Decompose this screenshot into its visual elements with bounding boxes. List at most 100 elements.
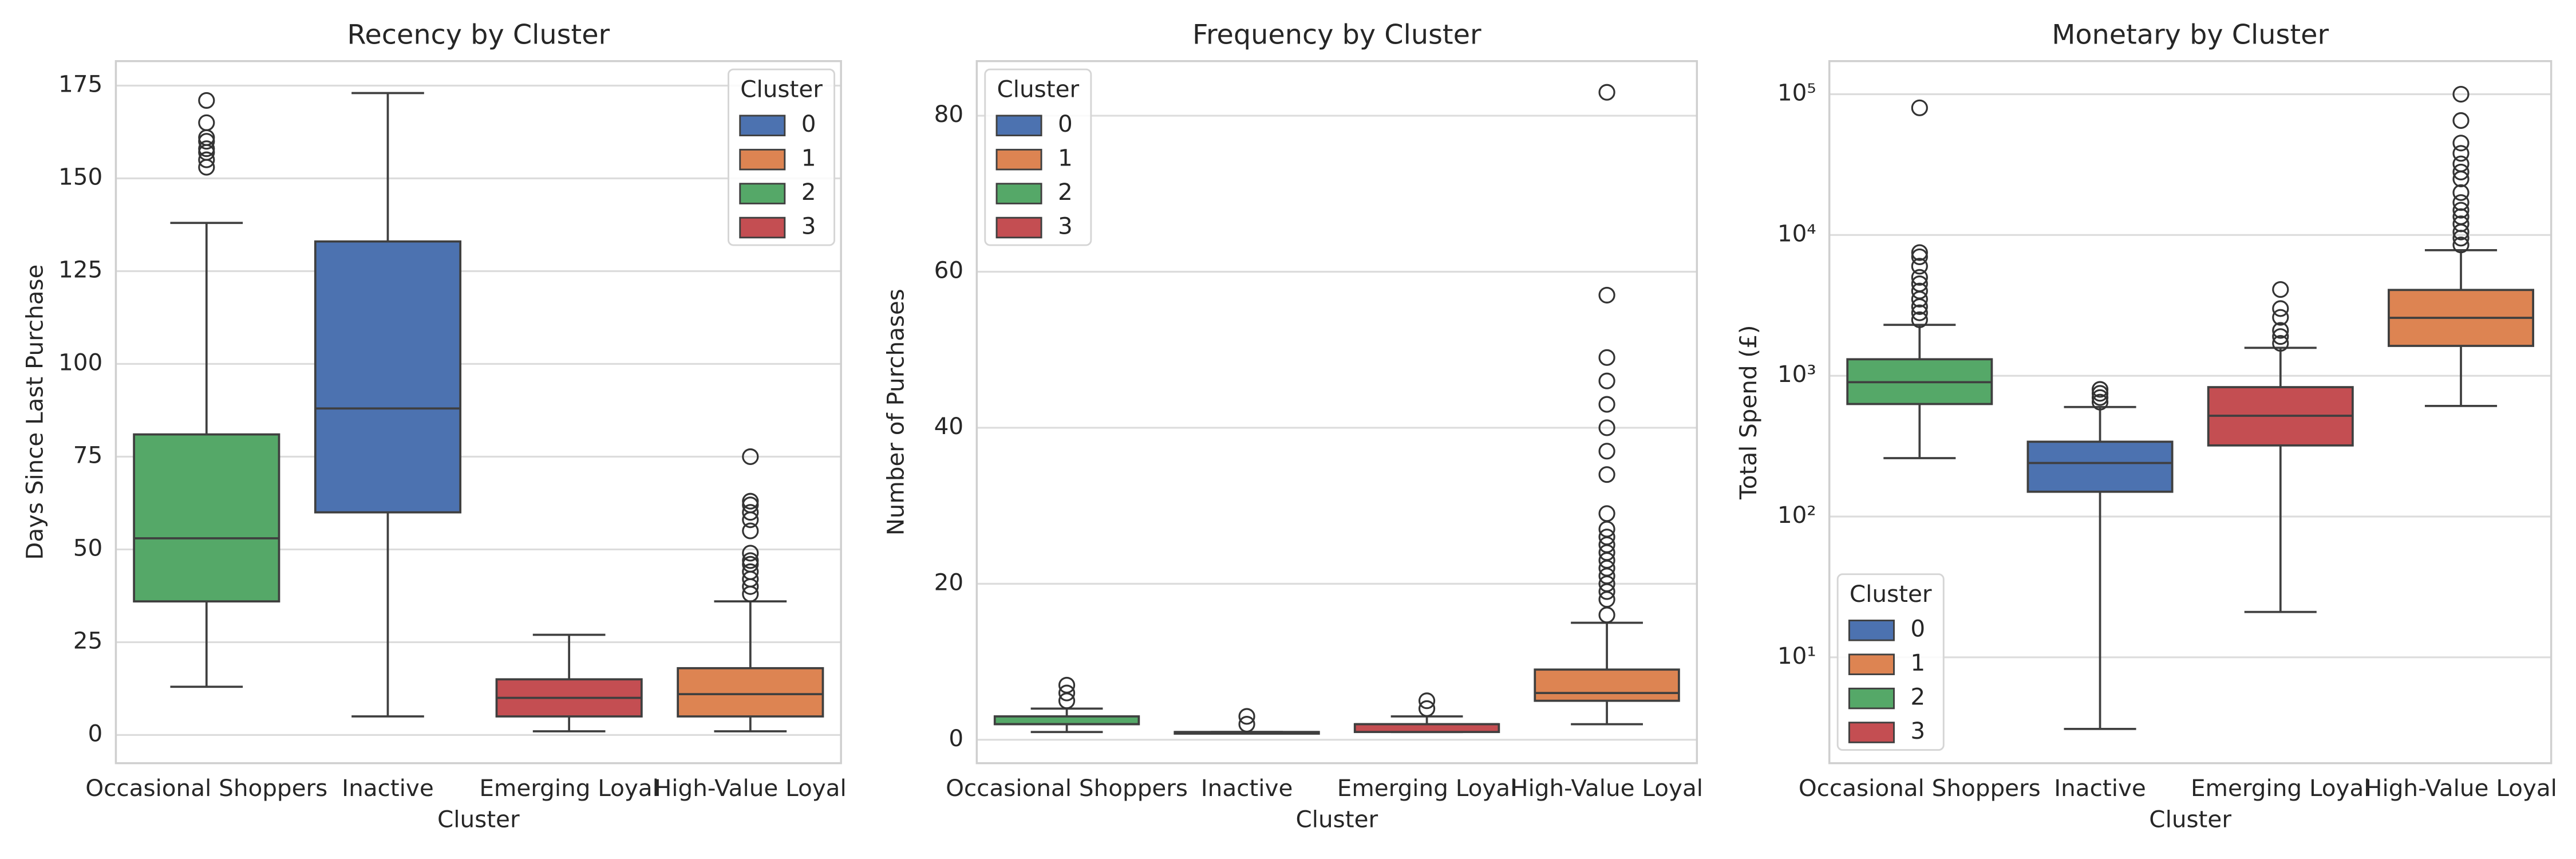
flier xyxy=(1911,282,1928,300)
legend-swatch xyxy=(995,115,1042,136)
flier xyxy=(2272,328,2289,345)
y-tick-label: 60 xyxy=(934,257,964,284)
chart-title: Monetary by Cluster xyxy=(2052,19,2329,51)
y-tick-label: 150 xyxy=(58,163,102,191)
legend: Cluster 0 1 2 3 xyxy=(1836,573,1945,751)
legend-swatch xyxy=(739,216,786,239)
y-tick-label: 0 xyxy=(88,719,103,747)
flier xyxy=(2452,202,2470,219)
y-tick-label: 100 xyxy=(58,349,102,376)
y-tick-label: 20 xyxy=(934,568,964,596)
legend-label: 0 xyxy=(1058,110,1073,137)
flier xyxy=(2452,184,2470,201)
legend-swatch xyxy=(1848,722,1895,743)
x-tick-label: Emerging Loyal xyxy=(479,774,659,802)
chart-title: Frequency by Cluster xyxy=(1192,19,1481,51)
box xyxy=(1353,723,1500,734)
flier xyxy=(1911,269,1928,286)
legend-label: 3 xyxy=(1910,717,1925,744)
y-tick-label: 10³ xyxy=(1777,360,1816,388)
flier xyxy=(2091,389,2109,406)
x-tick-label: High-Value Loyal xyxy=(1511,774,1703,802)
box xyxy=(677,667,824,718)
y-tick-label: 50 xyxy=(73,534,103,561)
x-tick-label: Occasional Shoppers xyxy=(1799,774,2041,802)
flier xyxy=(742,545,759,562)
legend-swatch xyxy=(739,148,786,171)
x-tick-label: Emerging Loyal xyxy=(1337,774,1517,802)
legend-label: 2 xyxy=(801,178,816,206)
flier xyxy=(1238,716,1255,733)
flier xyxy=(1911,99,1928,116)
flier xyxy=(1911,304,1928,321)
flier xyxy=(2272,281,2289,298)
legend-swatch xyxy=(739,183,786,204)
y-tick-label: 75 xyxy=(73,442,103,469)
y-tick-label: 175 xyxy=(58,70,102,98)
x-tick-label: High-Value Loyal xyxy=(654,774,847,802)
legend-title: Cluster xyxy=(1850,580,1932,608)
flier xyxy=(2272,334,2289,352)
flier xyxy=(1598,505,1615,522)
legend-swatch xyxy=(1848,653,1895,675)
flier xyxy=(2272,322,2289,339)
flier xyxy=(1598,372,1615,389)
legend: Cluster 0 1 2 3 xyxy=(984,68,1092,246)
flier xyxy=(1598,396,1615,413)
subplot: 0 25 50 75 100 125 150 175 Recency by Cluster Clu… xyxy=(21,19,847,833)
flier xyxy=(742,492,759,510)
flier xyxy=(2272,309,2289,326)
flier xyxy=(198,129,215,146)
y-tick-label: 10⁵ xyxy=(1777,79,1816,107)
plot-frame xyxy=(975,60,1698,765)
flier xyxy=(2452,237,2470,254)
y-axis-label: Number of Purchases xyxy=(882,289,909,535)
legend-swatch xyxy=(1848,620,1895,641)
flier xyxy=(1058,684,1076,702)
flier xyxy=(1598,349,1615,366)
flier xyxy=(1598,443,1615,460)
y-tick-label: 10¹ xyxy=(1777,642,1816,669)
flier xyxy=(198,92,215,109)
flier xyxy=(2452,85,2470,103)
flier xyxy=(198,114,215,131)
legend-title: Cluster xyxy=(997,76,1079,103)
flier xyxy=(2452,135,2470,152)
flier xyxy=(1911,248,1928,265)
legend-swatch xyxy=(1848,687,1895,710)
flier xyxy=(1598,466,1615,483)
flier xyxy=(2452,215,2470,233)
y-axis-label: Total Spend (£) xyxy=(1735,325,1762,499)
flier xyxy=(2091,385,2109,402)
x-tick-label: Inactive xyxy=(2054,774,2146,802)
flier xyxy=(1598,419,1615,436)
legend-swatch xyxy=(995,216,1042,239)
x-tick-label: Emerging Loyal xyxy=(2191,774,2370,802)
flier xyxy=(1418,700,1436,717)
legend-title: Cluster xyxy=(740,76,823,103)
flier xyxy=(2091,381,2109,398)
flier xyxy=(1911,258,1928,275)
flier xyxy=(742,504,759,521)
flier xyxy=(1418,692,1436,710)
y-tick-label: 25 xyxy=(73,626,103,654)
legend-label: 0 xyxy=(801,110,816,137)
legend-swatch xyxy=(995,183,1042,204)
legend-label: 2 xyxy=(1058,178,1073,206)
legend-swatch xyxy=(739,115,786,136)
flier xyxy=(742,552,759,569)
flier xyxy=(1598,84,1615,101)
subplot: 10¹ 10² 10³ 10⁴ 10⁵ Monetary by Cluster Cluste… xyxy=(1735,19,2557,833)
x-tick-label: Inactive xyxy=(342,774,434,802)
flier xyxy=(1911,275,1928,293)
legend-label: 3 xyxy=(1058,212,1073,240)
legend-label: 0 xyxy=(1910,615,1925,643)
flier xyxy=(198,151,215,168)
flier xyxy=(1238,708,1255,725)
flier xyxy=(2091,393,2109,411)
flier xyxy=(1598,529,1615,546)
y-tick-label: 125 xyxy=(58,256,102,283)
y-tick-label: 0 xyxy=(949,724,963,752)
flier xyxy=(742,522,759,539)
